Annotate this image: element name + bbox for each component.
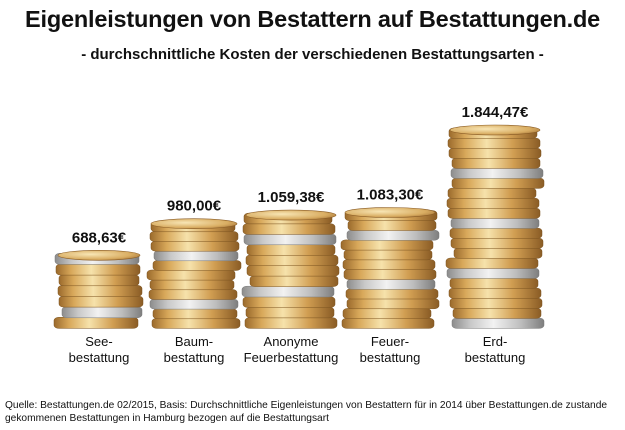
coin [449, 277, 539, 289]
coin [446, 197, 540, 209]
coin [342, 259, 436, 270]
coin-stack [241, 209, 340, 329]
coin [450, 217, 540, 229]
coin [249, 275, 339, 287]
coin-stack [445, 124, 545, 329]
coin [445, 257, 539, 269]
chart-title: Eigenleistungen von Bestattern auf Besta… [25, 6, 600, 32]
category-label: bestattung [69, 350, 130, 365]
coin [447, 137, 541, 149]
chart-subtitle: - durchschnittliche Kosten der verschied… [81, 46, 544, 63]
coin-stack-chart: 688,63€ See-bestattung 980,00€ Baum-bestatt… [53, 104, 545, 365]
coin [447, 207, 541, 219]
value-label: 980,00€ [167, 198, 222, 215]
coin [346, 278, 436, 290]
coin [242, 296, 336, 308]
coin [448, 287, 542, 299]
coin [149, 298, 239, 310]
coin [451, 177, 545, 189]
value-label: 1.083,30€ [357, 187, 424, 204]
coin [347, 220, 437, 231]
value-label: 1.059,38€ [258, 189, 325, 206]
coin [342, 308, 432, 319]
coin-top [150, 218, 238, 229]
category-label: Feuer- [371, 334, 409, 349]
coin [346, 298, 440, 310]
coin-top [57, 250, 141, 261]
coin-stack [146, 218, 242, 329]
coin [343, 249, 433, 261]
coin [57, 285, 143, 297]
coin [55, 263, 141, 276]
coin [148, 289, 238, 300]
coin [58, 274, 140, 287]
coin-stack [53, 250, 144, 329]
value-label: 688,63€ [72, 229, 127, 246]
coin [453, 247, 543, 259]
coin-top [449, 124, 541, 136]
coin [451, 157, 541, 169]
coin-top [344, 207, 436, 218]
coin [452, 307, 542, 319]
coin [447, 187, 537, 199]
coin [241, 285, 335, 298]
category-label: Feuerbestattung [244, 350, 339, 365]
category-label: bestattung [360, 350, 421, 365]
coin [61, 306, 143, 319]
coin [152, 308, 238, 320]
coin [245, 254, 339, 266]
coin [146, 269, 236, 281]
coin [152, 260, 242, 271]
coin [450, 167, 544, 179]
coin [58, 295, 144, 308]
value-label: 1.844,47€ [462, 104, 529, 121]
coin [149, 279, 235, 291]
coin [340, 239, 434, 251]
coin [450, 237, 544, 249]
coin [150, 240, 240, 252]
coin [343, 269, 437, 280]
category-label: Erd- [483, 334, 508, 349]
coin [243, 233, 337, 246]
coin [246, 244, 336, 256]
coin [244, 317, 338, 329]
coin [346, 229, 440, 241]
category-label: Anonyme [264, 334, 319, 349]
coin [341, 317, 435, 329]
coin-top [245, 209, 337, 221]
coin [245, 306, 335, 319]
coin [451, 317, 545, 329]
category-label: bestattung [465, 350, 526, 365]
category-label: Baum- [175, 334, 213, 349]
coin [449, 297, 543, 309]
coin [345, 288, 439, 300]
coin [151, 318, 241, 329]
coin-stack [340, 207, 440, 329]
coin [149, 231, 239, 242]
coin [246, 265, 340, 277]
coin [448, 147, 542, 159]
source-note: Quelle: Bestattungen.de 02/2015, Basis: … [5, 400, 608, 424]
coin [242, 223, 336, 235]
category-label: See- [85, 334, 112, 349]
coin [446, 267, 540, 279]
coin [53, 317, 139, 329]
coin [449, 227, 543, 239]
category-label: bestattung [164, 350, 225, 365]
coin [153, 250, 239, 262]
